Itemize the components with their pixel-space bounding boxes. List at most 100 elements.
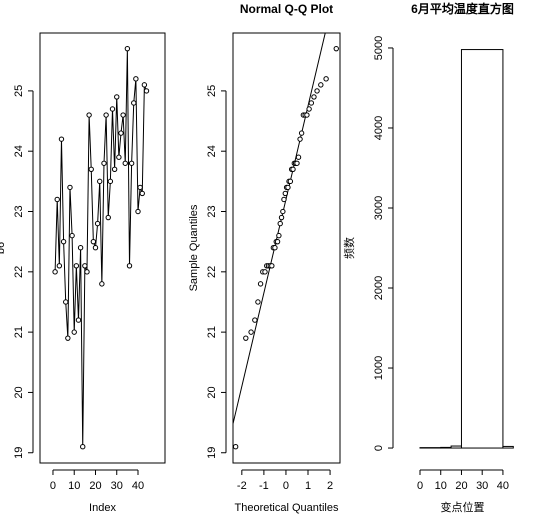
data-point (137, 184, 143, 191)
x-tick-label: -2 (237, 480, 247, 492)
data-point (86, 112, 92, 118)
data-point (139, 190, 145, 197)
y-tick-label: 22 (13, 266, 25, 278)
y-tick-label: 2000 (373, 276, 385, 300)
data-point (133, 76, 139, 82)
data-point (308, 100, 315, 106)
y-tick-label: 0 (373, 445, 385, 451)
data-point (295, 154, 302, 160)
x-tick-label: -1 (259, 480, 269, 492)
data-point (287, 178, 294, 185)
x-tick-label: 10 (68, 480, 80, 492)
hist-bar (460, 49, 504, 449)
qq-line (233, 33, 326, 424)
data-point (276, 232, 282, 239)
data-point (278, 214, 285, 221)
data-point (97, 178, 103, 185)
data-point (143, 88, 150, 94)
x-tick-label: 2 (327, 480, 333, 492)
data-point (63, 299, 69, 305)
hist-bar (502, 445, 514, 449)
data-point (69, 232, 75, 239)
data-point (306, 106, 312, 112)
x-tick-label: 10 (435, 480, 447, 492)
data-point (255, 299, 261, 305)
data-point (141, 82, 148, 88)
data-point (80, 444, 86, 450)
y-axis-label: Sample Quantiles (188, 204, 200, 291)
x-tick-label: 0 (50, 480, 56, 492)
data-point (128, 160, 135, 166)
y-tick-label: 20 (206, 386, 218, 398)
y-tick-label: 23 (206, 205, 218, 217)
y-tick-label: 21 (206, 326, 218, 338)
data-point (99, 281, 105, 287)
x-tick-label: 40 (132, 480, 144, 492)
data-point (92, 244, 99, 251)
data-point (84, 269, 90, 275)
y-tick-label: 3000 (373, 196, 385, 220)
x-tick-label: 0 (417, 480, 423, 492)
data-point (122, 160, 128, 166)
data-point (54, 196, 60, 203)
x-tick-label: 30 (476, 480, 488, 492)
data-point (58, 136, 65, 142)
y-tick-label: 25 (13, 85, 25, 97)
chart-title: Normal Q-Q Plot (240, 2, 333, 16)
data-point (297, 136, 303, 142)
y-tick-label: 5000 (373, 36, 385, 60)
y-tick-label: 23 (13, 205, 25, 217)
y-tick-label: 24 (206, 145, 218, 157)
data-point (88, 166, 94, 172)
x-tick-label: 40 (497, 480, 509, 492)
y-tick-label: 1000 (373, 356, 385, 380)
hist-bar (440, 446, 452, 449)
data-point (111, 166, 118, 172)
data-point (282, 190, 288, 197)
data-point (277, 220, 283, 227)
x-tick-label: 30 (111, 480, 123, 492)
y-axis-label: b6 (0, 242, 7, 254)
plot-frame (39, 32, 166, 464)
data-point (131, 100, 137, 106)
x-tick-label: 20 (455, 480, 467, 492)
data-line (54, 48, 147, 447)
y-tick-label: 25 (206, 85, 218, 97)
data-point (56, 263, 63, 269)
data-point (269, 263, 275, 269)
data-point (65, 335, 71, 341)
y-axis-label: 频数 (342, 237, 356, 259)
data-point (280, 208, 286, 215)
data-point (333, 45, 339, 52)
data-point (105, 214, 111, 221)
data-point (124, 45, 131, 52)
hist-bar (450, 445, 462, 449)
y-tick-label: 21 (13, 326, 25, 338)
plot-frame (232, 32, 341, 464)
data-point (90, 238, 97, 245)
data-point (318, 82, 324, 88)
y-tick-label: 19 (206, 447, 218, 459)
data-point (126, 263, 133, 269)
data-point (52, 269, 58, 275)
data-point (311, 94, 317, 100)
data-point (252, 317, 258, 323)
data-point (75, 317, 82, 323)
data-point (232, 444, 239, 450)
data-point (118, 130, 124, 136)
y-tick-label: 4000 (373, 116, 385, 140)
y-tick-label: 20 (13, 386, 25, 398)
x-axis-label: 变点位置 (441, 500, 485, 514)
data-point (82, 263, 88, 269)
y-tick-label: 19 (13, 447, 25, 459)
data-point (298, 130, 305, 136)
data-point (135, 208, 141, 215)
chart-title: 6月平均温度直方图 (411, 1, 514, 16)
data-point (285, 184, 291, 191)
data-point (248, 329, 254, 335)
data-point (290, 166, 296, 172)
x-tick-label: 0 (283, 480, 289, 492)
data-point (274, 238, 281, 245)
